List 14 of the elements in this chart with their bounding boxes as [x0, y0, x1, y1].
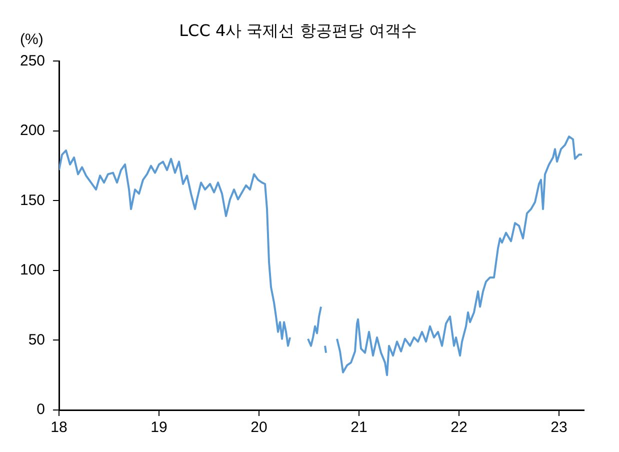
- y-tick-label: 100: [20, 262, 46, 279]
- y-axis-title: (%): [20, 30, 44, 48]
- y-tick-label: 50: [28, 331, 46, 348]
- x-tick-label: 23: [550, 419, 568, 436]
- y-tick-label: 200: [20, 122, 46, 140]
- y-tick-label: 150: [20, 192, 46, 209]
- y-tick-label: 250: [20, 52, 46, 70]
- x-tick-label: 21: [350, 419, 368, 436]
- x-tick-label: 18: [50, 419, 68, 436]
- chart-title: LCC 4사 국제선 항공편당 여객수: [179, 20, 417, 40]
- x-tick-label: 20: [250, 419, 268, 436]
- y-tick-label: 0: [36, 401, 46, 418]
- x-tick-label: 22: [450, 419, 468, 436]
- x-tick-label: 19: [150, 419, 168, 436]
